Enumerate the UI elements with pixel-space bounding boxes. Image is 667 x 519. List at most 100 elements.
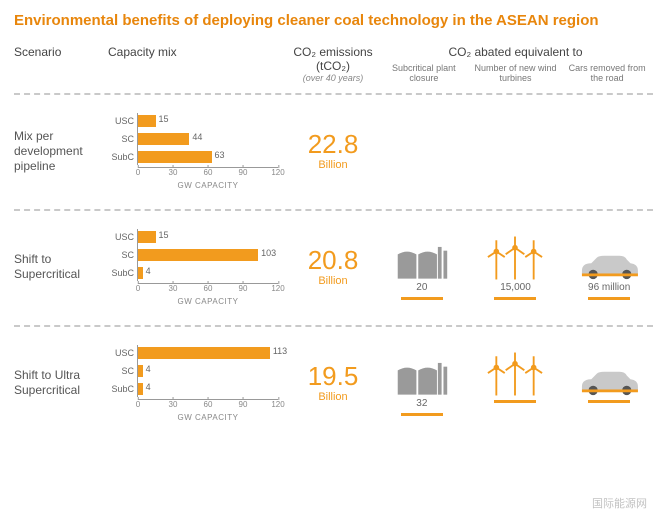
cars-icon: [565, 350, 653, 396]
bar-label: USC: [108, 116, 138, 126]
bar-value: 4: [143, 266, 151, 276]
emissions-value: 22.8 Billion: [288, 131, 378, 171]
axis-tick: 120: [271, 400, 284, 409]
cars-icon: [565, 234, 653, 280]
axis-tick: 0: [136, 400, 140, 409]
hdr-emissions: CO₂ emissions (tCO₂): [288, 45, 378, 73]
emissions-number: 22.8: [288, 131, 378, 157]
bar-label: SC: [108, 134, 138, 144]
x-axis: 0306090120: [138, 399, 278, 413]
abated-value: 32: [378, 398, 466, 409]
axis-tick: 120: [271, 284, 284, 293]
bar-value: 113: [270, 346, 287, 356]
bar-row: SubC4: [138, 265, 278, 281]
axis-tick: 60: [204, 168, 213, 177]
underline-accent: [401, 413, 443, 416]
abated-cell-wind: 15,000: [472, 234, 560, 300]
bar-value: 63: [212, 150, 225, 160]
hdr-abated-plant: Subcritical plant closure: [378, 63, 470, 83]
underline-accent: [494, 297, 536, 300]
axis-tick: 90: [239, 400, 248, 409]
abated-value: 20: [378, 282, 466, 293]
hdr-scenario: Scenario: [14, 45, 108, 83]
hdr-emissions-sub: (over 40 years): [288, 73, 378, 83]
axis-tick: 30: [169, 400, 178, 409]
bar-label: SubC: [108, 152, 138, 162]
column-headers: Scenario Capacity mix CO₂ emissions (tCO…: [14, 45, 653, 83]
bar-row: USC15: [138, 229, 278, 245]
underline-accent: [401, 297, 443, 300]
axis-tick: 30: [169, 284, 178, 293]
axis-tick: 60: [204, 284, 213, 293]
emissions-value: 20.8Billion: [288, 247, 378, 287]
scenario-row: Shift to Ultra SupercriticalUSC113SC4Sub…: [14, 335, 653, 431]
abated-group: 32: [378, 350, 653, 416]
emissions-number: 19.5: [288, 363, 378, 389]
capacity-bar-chart: USC15SC103SubC40306090120GW CAPACITY: [108, 229, 278, 306]
abated-cell-plant: 32: [378, 350, 466, 416]
emissions-unit: Billion: [288, 391, 378, 403]
watermark-text: 国际能源网: [592, 495, 647, 511]
hdr-capacity: Capacity mix: [108, 45, 288, 83]
axis-title: GW CAPACITY: [138, 297, 278, 306]
capacity-bar-chart: USC113SC4SubC40306090120GW CAPACITY: [108, 345, 278, 422]
wind-icon: [472, 350, 560, 396]
bar-row: SC4: [138, 363, 278, 379]
section-divider: [14, 93, 653, 95]
bar-value: 4: [143, 382, 151, 392]
abated-cell-cars: 96 million: [565, 234, 653, 300]
axis-tick: 30: [169, 168, 178, 177]
axis-tick: 120: [271, 168, 284, 177]
axis-tick: 0: [136, 284, 140, 293]
bar-value: 4: [143, 364, 151, 374]
axis-tick: 90: [239, 284, 248, 293]
bar-row: SubC4: [138, 381, 278, 397]
axis-tick: 0: [136, 168, 140, 177]
abated-group: 20 15,000 96 million: [378, 234, 653, 300]
bar-label: SubC: [108, 384, 138, 394]
page-title: Environmental benefits of deploying clea…: [14, 12, 653, 29]
plant-icon: [378, 350, 466, 396]
wind-icon: [472, 234, 560, 280]
abated-value: 96 million: [565, 282, 653, 293]
axis-tick: 60: [204, 400, 213, 409]
bar-label: SubC: [108, 268, 138, 278]
bar: [138, 115, 156, 127]
hdr-abated: CO₂ abated equivalent to: [378, 45, 653, 59]
bar: [138, 231, 156, 243]
scenario-name: Shift to Supercritical: [14, 252, 108, 282]
scenario-name: Mix per development pipeline: [14, 129, 108, 174]
x-axis: 0306090120: [138, 283, 278, 297]
x-axis: 0306090120: [138, 167, 278, 181]
bar-value: 103: [258, 248, 276, 258]
bar-value: 44: [189, 132, 202, 142]
scenario-name: Shift to Ultra Supercritical: [14, 368, 108, 398]
axis-title: GW CAPACITY: [138, 413, 278, 422]
abated-cell-plant: 20: [378, 234, 466, 300]
bar: [138, 249, 258, 261]
scenario-row: Mix per development pipelineUSC15SC44Sub…: [14, 103, 653, 199]
bar-label: SC: [108, 250, 138, 260]
bar-row: USC113: [138, 345, 278, 361]
bar-row: SubC63: [138, 149, 278, 165]
capacity-bar-chart: USC15SC44SubC630306090120GW CAPACITY: [108, 113, 278, 190]
emissions-unit: Billion: [288, 275, 378, 287]
bar-row: USC15: [138, 113, 278, 129]
abated-cell-wind: [472, 350, 560, 416]
bar-label: USC: [108, 232, 138, 242]
axis-tick: 90: [239, 168, 248, 177]
section-divider: [14, 325, 653, 327]
plant-icon: [378, 234, 466, 280]
abated-value: 15,000: [472, 282, 560, 293]
emissions-value: 19.5 Billion: [288, 363, 378, 403]
hdr-abated-wind: Number of new wind turbines: [470, 63, 562, 83]
scenario-row: Shift to SupercriticalUSC15SC103SubC4030…: [14, 219, 653, 315]
bar: [138, 347, 270, 359]
axis-title: GW CAPACITY: [138, 181, 278, 190]
section-divider: [14, 209, 653, 211]
bar-label: SC: [108, 366, 138, 376]
emissions-unit: Billion: [288, 159, 378, 171]
bar-row: SC44: [138, 131, 278, 147]
abated-cell-cars: [565, 350, 653, 416]
bar-label: USC: [108, 348, 138, 358]
